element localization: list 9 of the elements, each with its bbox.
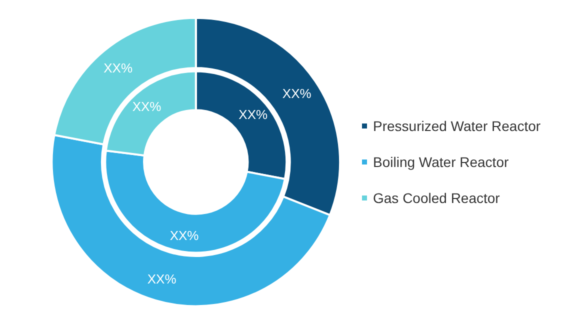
legend-label: Boiling Water Reactor	[373, 154, 509, 170]
legend-label: Gas Cooled Reactor	[373, 190, 500, 206]
data-label: XX%	[132, 98, 162, 114]
legend-label: Pressurized Water Reactor	[373, 118, 541, 134]
data-label: XX%	[147, 272, 177, 287]
data-label: XX%	[170, 228, 200, 243]
data-label: XX%	[282, 86, 312, 101]
data-label: XX%	[104, 60, 133, 76]
data-label: XX%	[238, 107, 268, 122]
